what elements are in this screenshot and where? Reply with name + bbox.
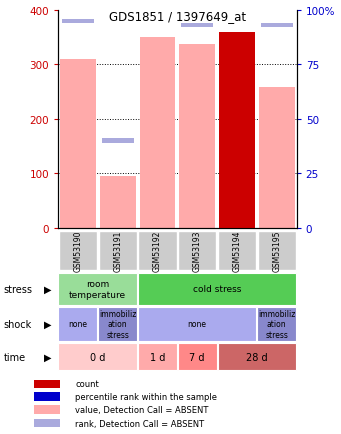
- Bar: [219, 33, 255, 228]
- Bar: [178, 231, 216, 271]
- Text: none: none: [68, 320, 87, 329]
- Bar: [60, 60, 96, 228]
- Text: GSM53190: GSM53190: [73, 230, 83, 272]
- Text: GDS1851 / 1397649_at: GDS1851 / 1397649_at: [109, 10, 246, 23]
- Bar: [100, 177, 136, 228]
- Text: ▶: ▶: [44, 352, 51, 362]
- Text: GSM53195: GSM53195: [272, 230, 281, 272]
- Text: 1 d: 1 d: [150, 352, 165, 362]
- Bar: [98, 308, 137, 341]
- Bar: [178, 343, 217, 371]
- Text: stress: stress: [3, 284, 32, 294]
- Bar: [261, 24, 293, 28]
- Bar: [258, 231, 296, 271]
- Text: 0 d: 0 d: [90, 352, 105, 362]
- Bar: [138, 343, 177, 371]
- Bar: [58, 308, 98, 341]
- Bar: [141, 2, 174, 7]
- Bar: [221, 2, 253, 7]
- Text: value, Detection Call = ABSENT: value, Detection Call = ABSENT: [75, 405, 208, 414]
- Bar: [34, 393, 60, 401]
- Bar: [102, 139, 134, 144]
- Bar: [257, 308, 296, 341]
- Bar: [219, 33, 255, 228]
- Bar: [259, 88, 295, 228]
- Text: rank, Detection Call = ABSENT: rank, Detection Call = ABSENT: [75, 418, 204, 427]
- Text: room
temperature: room temperature: [69, 279, 126, 299]
- Text: percentile rank within the sample: percentile rank within the sample: [75, 392, 217, 401]
- Bar: [181, 24, 213, 28]
- Text: ▶: ▶: [44, 284, 51, 294]
- Text: GSM53191: GSM53191: [113, 230, 122, 272]
- Text: ▶: ▶: [44, 319, 51, 329]
- Text: 7 d: 7 d: [190, 352, 205, 362]
- Bar: [34, 405, 60, 414]
- Bar: [179, 45, 215, 228]
- Bar: [218, 343, 296, 371]
- Bar: [138, 308, 256, 341]
- Text: GSM53193: GSM53193: [193, 230, 202, 272]
- Bar: [58, 273, 137, 305]
- Text: GSM53194: GSM53194: [233, 230, 241, 272]
- Text: 28 d: 28 d: [246, 352, 268, 362]
- Bar: [34, 380, 60, 388]
- Text: GSM53192: GSM53192: [153, 230, 162, 272]
- Text: count: count: [75, 379, 99, 388]
- Bar: [138, 231, 177, 271]
- Bar: [58, 343, 137, 371]
- Text: immobiliz
ation
stress: immobiliz ation stress: [99, 309, 136, 339]
- Text: cold stress: cold stress: [193, 285, 241, 294]
- Bar: [34, 419, 60, 427]
- Text: time: time: [3, 352, 26, 362]
- Bar: [59, 231, 97, 271]
- Bar: [138, 273, 296, 305]
- Text: immobiliz
ation
stress: immobiliz ation stress: [258, 309, 295, 339]
- Text: shock: shock: [3, 319, 32, 329]
- Bar: [62, 20, 94, 24]
- Bar: [99, 231, 137, 271]
- Bar: [218, 231, 256, 271]
- Text: none: none: [188, 320, 207, 329]
- Bar: [139, 38, 175, 228]
